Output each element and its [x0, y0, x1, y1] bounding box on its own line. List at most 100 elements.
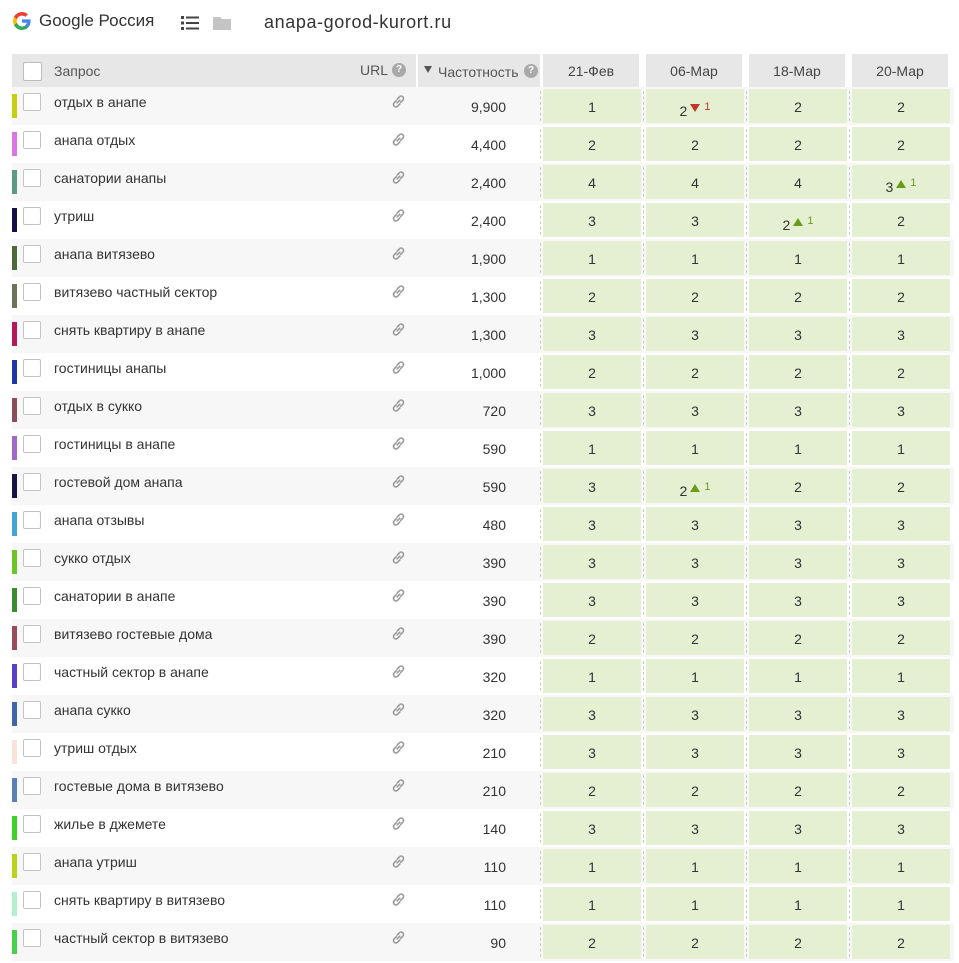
table-row[interactable]: снять квартиру в витязево 110 1 1 1 1: [12, 885, 954, 923]
url-link-icon[interactable]: [390, 549, 407, 566]
date-column-header[interactable]: 18-Мар: [749, 54, 845, 87]
position-cell[interactable]: 2: [749, 925, 847, 959]
position-cell[interactable]: 3: [646, 203, 744, 237]
url-link-icon[interactable]: [390, 359, 407, 376]
position-cell[interactable]: 3: [646, 583, 744, 617]
row-checkbox[interactable]: [23, 283, 41, 301]
table-row[interactable]: снять квартиру в анапе 1,300 3 3 3 3: [12, 315, 954, 353]
position-cell[interactable]: 2: [852, 127, 950, 161]
position-cell[interactable]: 3: [749, 697, 847, 731]
position-cell[interactable]: 2: [543, 773, 641, 807]
query-column-header[interactable]: Запрос: [54, 63, 101, 79]
url-column-header[interactable]: URL: [360, 62, 389, 78]
url-link-icon[interactable]: [390, 207, 407, 224]
row-checkbox[interactable]: [23, 321, 41, 339]
row-checkbox[interactable]: [23, 815, 41, 833]
position-cell[interactable]: 3: [543, 317, 641, 351]
position-cell[interactable]: 2: [543, 621, 641, 655]
url-link-icon[interactable]: [390, 587, 407, 604]
table-row[interactable]: утриш 2,400 3 3 2 1 2: [12, 201, 954, 239]
header-frequency-cell[interactable]: Частотность ?: [418, 54, 540, 87]
position-cell[interactable]: 1: [543, 849, 641, 883]
table-row[interactable]: санатории в анапе 390 3 3 3 3: [12, 581, 954, 619]
row-checkbox[interactable]: [23, 473, 41, 491]
row-checkbox[interactable]: [23, 777, 41, 795]
table-row[interactable]: анапа витязево 1,900 1 1 1 1: [12, 239, 954, 277]
position-cell[interactable]: 3: [646, 393, 744, 427]
position-cell[interactable]: 1: [749, 241, 847, 275]
position-cell[interactable]: 2: [646, 925, 744, 959]
row-checkbox[interactable]: [23, 245, 41, 263]
table-row[interactable]: сукко отдых 390 3 3 3 3: [12, 543, 954, 581]
position-cell[interactable]: 3: [852, 735, 950, 769]
table-row[interactable]: анапа отдых 4,400 2 2 2 2: [12, 125, 954, 163]
position-cell[interactable]: 3: [852, 583, 950, 617]
row-checkbox[interactable]: [23, 891, 41, 909]
position-cell[interactable]: 3: [852, 697, 950, 731]
position-cell[interactable]: 1: [852, 241, 950, 275]
url-link-icon[interactable]: [390, 701, 407, 718]
position-cell[interactable]: 1: [852, 431, 950, 465]
url-link-icon[interactable]: [390, 473, 407, 490]
position-cell[interactable]: 3: [646, 735, 744, 769]
url-link-icon[interactable]: [390, 435, 407, 452]
position-cell[interactable]: 3: [749, 545, 847, 579]
row-checkbox[interactable]: [23, 93, 41, 111]
position-cell[interactable]: 2: [749, 355, 847, 389]
url-link-icon[interactable]: [390, 93, 407, 110]
row-checkbox[interactable]: [23, 207, 41, 225]
position-cell[interactable]: 3: [749, 735, 847, 769]
position-cell[interactable]: 2: [852, 279, 950, 313]
url-link-icon[interactable]: [390, 891, 407, 908]
position-cell[interactable]: 1: [852, 849, 950, 883]
list-view-icon[interactable]: [181, 15, 199, 31]
url-link-icon[interactable]: [390, 397, 407, 414]
position-cell[interactable]: 2: [852, 469, 950, 503]
table-row[interactable]: жилье в джемете 140 3 3 3 3: [12, 809, 954, 847]
position-cell[interactable]: 1: [543, 431, 641, 465]
row-checkbox[interactable]: [23, 701, 41, 719]
url-link-icon[interactable]: [390, 245, 407, 262]
position-cell[interactable]: 2: [852, 203, 950, 237]
position-cell[interactable]: 4: [749, 165, 847, 199]
position-cell[interactable]: 4: [543, 165, 641, 199]
url-link-icon[interactable]: [390, 739, 407, 756]
position-cell[interactable]: 1: [543, 89, 641, 123]
position-cell[interactable]: 1: [646, 659, 744, 693]
table-row[interactable]: отдых в анапе 9,900 1 2 1 2 2: [12, 87, 954, 125]
position-cell[interactable]: 2: [749, 621, 847, 655]
position-cell[interactable]: 2: [749, 279, 847, 313]
position-cell[interactable]: 1: [646, 241, 744, 275]
table-row[interactable]: частный сектор в анапе 320 1 1 1 1: [12, 657, 954, 695]
position-cell[interactable]: 3: [852, 393, 950, 427]
position-cell[interactable]: 2: [543, 127, 641, 161]
row-checkbox[interactable]: [23, 739, 41, 757]
table-row[interactable]: гостиницы в анапе 590 1 1 1 1: [12, 429, 954, 467]
url-link-icon[interactable]: [390, 283, 407, 300]
url-link-icon[interactable]: [390, 625, 407, 642]
position-cell[interactable]: 2: [543, 279, 641, 313]
table-row[interactable]: гостевой дом анапа 590 3 2 1 2 2: [12, 467, 954, 505]
position-cell[interactable]: 3: [852, 507, 950, 541]
row-checkbox[interactable]: [23, 663, 41, 681]
position-cell[interactable]: 3: [749, 393, 847, 427]
position-cell[interactable]: 3: [543, 203, 641, 237]
position-cell[interactable]: 3: [852, 811, 950, 845]
url-link-icon[interactable]: [390, 815, 407, 832]
position-cell[interactable]: 1: [646, 849, 744, 883]
position-cell[interactable]: 2: [646, 127, 744, 161]
table-row[interactable]: витязево гостевые дома 390 2 2 2 2: [12, 619, 954, 657]
table-row[interactable]: гостиницы анапы 1,000 2 2 2 2: [12, 353, 954, 391]
position-cell[interactable]: 2: [646, 355, 744, 389]
row-checkbox[interactable]: [23, 511, 41, 529]
position-cell[interactable]: 3: [646, 317, 744, 351]
position-cell[interactable]: 3: [543, 735, 641, 769]
row-checkbox[interactable]: [23, 625, 41, 643]
position-cell[interactable]: 2: [852, 925, 950, 959]
position-cell[interactable]: 3: [749, 317, 847, 351]
position-cell[interactable]: 3: [543, 583, 641, 617]
